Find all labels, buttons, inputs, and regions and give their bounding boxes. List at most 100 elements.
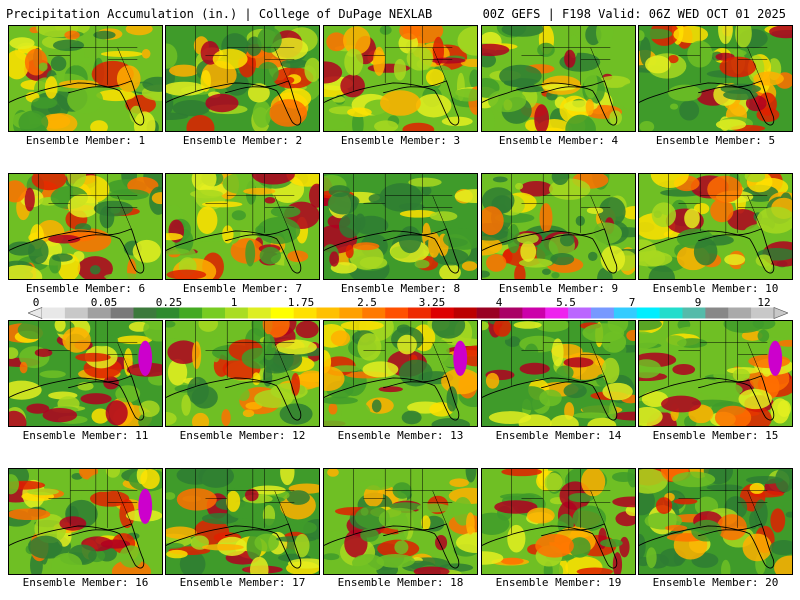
colorbar-tick-label: 5.5 [556, 296, 576, 309]
colorbar-swatch [568, 307, 592, 319]
colorbar-swatch [728, 307, 752, 319]
ensemble-member-label: Ensemble Member: 6 [25, 282, 146, 295]
ensemble-map-panel [323, 25, 478, 132]
colorbar-tick-label: 1 [230, 296, 238, 309]
ensemble-member-label: Ensemble Member: 19 [495, 576, 622, 589]
ensemble-member-label: Ensemble Member: 1 [25, 134, 146, 147]
ensemble-map-panel [481, 468, 636, 575]
ensemble-map-panel [638, 468, 793, 575]
ensemble-member-label: Ensemble Member: 5 [655, 134, 776, 147]
colorbar-swatch [202, 307, 226, 319]
colorbar-swatch [636, 307, 660, 319]
ensemble-member-label: Ensemble Member: 17 [179, 576, 306, 589]
ensemble-member-label: Ensemble Member: 11 [22, 429, 149, 442]
precip-map [482, 321, 635, 426]
ensemble-map-panel [638, 25, 793, 132]
colorbar-swatch [42, 307, 66, 319]
ensemble-map-panel [481, 320, 636, 427]
precip-map [639, 469, 792, 574]
precip-map [482, 26, 635, 131]
precip-map [9, 26, 162, 131]
colorbar-swatch [476, 307, 500, 319]
ensemble-map-panel [8, 173, 163, 280]
precip-map [166, 26, 319, 131]
ensemble-member-label: Ensemble Member: 2 [182, 134, 303, 147]
precip-map [324, 174, 477, 279]
colorbar-swatch [362, 307, 386, 319]
ensemble-map-panel [165, 173, 320, 280]
ensemble-map-panel [8, 468, 163, 575]
colorbar-swatch [133, 307, 157, 319]
ensemble-member-label: Ensemble Member: 18 [337, 576, 464, 589]
colorbar-swatch [339, 307, 363, 319]
ensemble-member-label: Ensemble Member: 16 [22, 576, 149, 589]
ensemble-map-panel [323, 320, 478, 427]
precip-map [166, 174, 319, 279]
colorbar-tick-label: 7 [628, 296, 636, 309]
precip-map [639, 26, 792, 131]
colorbar-swatch [247, 307, 272, 319]
precip-map [324, 26, 477, 131]
ensemble-map-panel [8, 25, 163, 132]
ensemble-map-panel [323, 468, 478, 575]
ensemble-member-label: Ensemble Member: 3 [340, 134, 461, 147]
colorbar-tick-label: 4 [495, 296, 503, 309]
colorbar-tick-label: 0.05 [90, 296, 118, 309]
colorbar-tick-label: 12 [757, 296, 771, 309]
colorbar-swatch [751, 307, 775, 319]
ensemble-map-panel [323, 173, 478, 280]
colorbar-swatch [64, 307, 89, 319]
precip-map [9, 469, 162, 574]
ensemble-map-panel [638, 173, 793, 280]
colorbar-swatch [270, 307, 294, 319]
colorbar-swatch [682, 307, 706, 319]
precip-map [9, 321, 162, 426]
precip-map [639, 174, 792, 279]
colorbar-swatch [225, 307, 249, 319]
ensemble-map-panel [165, 320, 320, 427]
colorbar-tick-label: 3.25 [418, 296, 446, 309]
precip-map [166, 321, 319, 426]
colorbar-swatch [87, 307, 111, 319]
ensemble-member-label: Ensemble Member: 13 [337, 429, 464, 442]
colorbar-swatch [613, 307, 638, 319]
ensemble-member-label: Ensemble Member: 7 [182, 282, 303, 295]
colorbar-swatch [659, 307, 683, 319]
colorbar-swatch [545, 307, 569, 319]
ensemble-map-panel [638, 320, 793, 427]
precip-map [639, 321, 792, 426]
ensemble-map-panel [481, 173, 636, 280]
colorbar-min-arrow [28, 307, 43, 319]
precip-map [9, 174, 162, 279]
colorbar-swatch [293, 307, 317, 319]
colorbar-swatch [110, 307, 134, 319]
colorbar-swatch [316, 307, 340, 319]
ensemble-member-label: Ensemble Member: 20 [652, 576, 779, 589]
ensemble-member-label: Ensemble Member: 4 [498, 134, 619, 147]
colorbar-swatch [430, 307, 455, 319]
colorbar-swatch [408, 307, 432, 319]
ensemble-member-label: Ensemble Member: 12 [179, 429, 306, 442]
map-title: Precipitation Accumulation (in.) | Colle… [6, 7, 433, 21]
colorbar-swatch [522, 307, 546, 319]
colorbar-swatch [385, 307, 409, 319]
precip-map [324, 469, 477, 574]
ensemble-member-label: Ensemble Member: 9 [498, 282, 619, 295]
precip-map [324, 321, 477, 426]
colorbar-tick-label: 0 [32, 296, 40, 309]
precip-map [482, 469, 635, 574]
colorbar-swatch [591, 307, 615, 319]
ensemble-map-panel [481, 25, 636, 132]
colorbar-tick-label: 0.25 [155, 296, 183, 309]
colorbar-tick-label: 9 [694, 296, 702, 309]
precip-map [482, 174, 635, 279]
colorbar-swatch [156, 307, 180, 319]
ensemble-member-label: Ensemble Member: 10 [652, 282, 779, 295]
precip-map [166, 469, 319, 574]
colorbar-max-arrow [773, 307, 788, 319]
colorbar-swatch [499, 307, 523, 319]
model-valid-time: 00Z GEFS | F198 Valid: 06Z WED OCT 01 20… [482, 7, 786, 21]
ensemble-map-panel [165, 468, 320, 575]
ensemble-member-label: Ensemble Member: 14 [495, 429, 622, 442]
colorbar-tick-label: 2.5 [357, 296, 377, 309]
